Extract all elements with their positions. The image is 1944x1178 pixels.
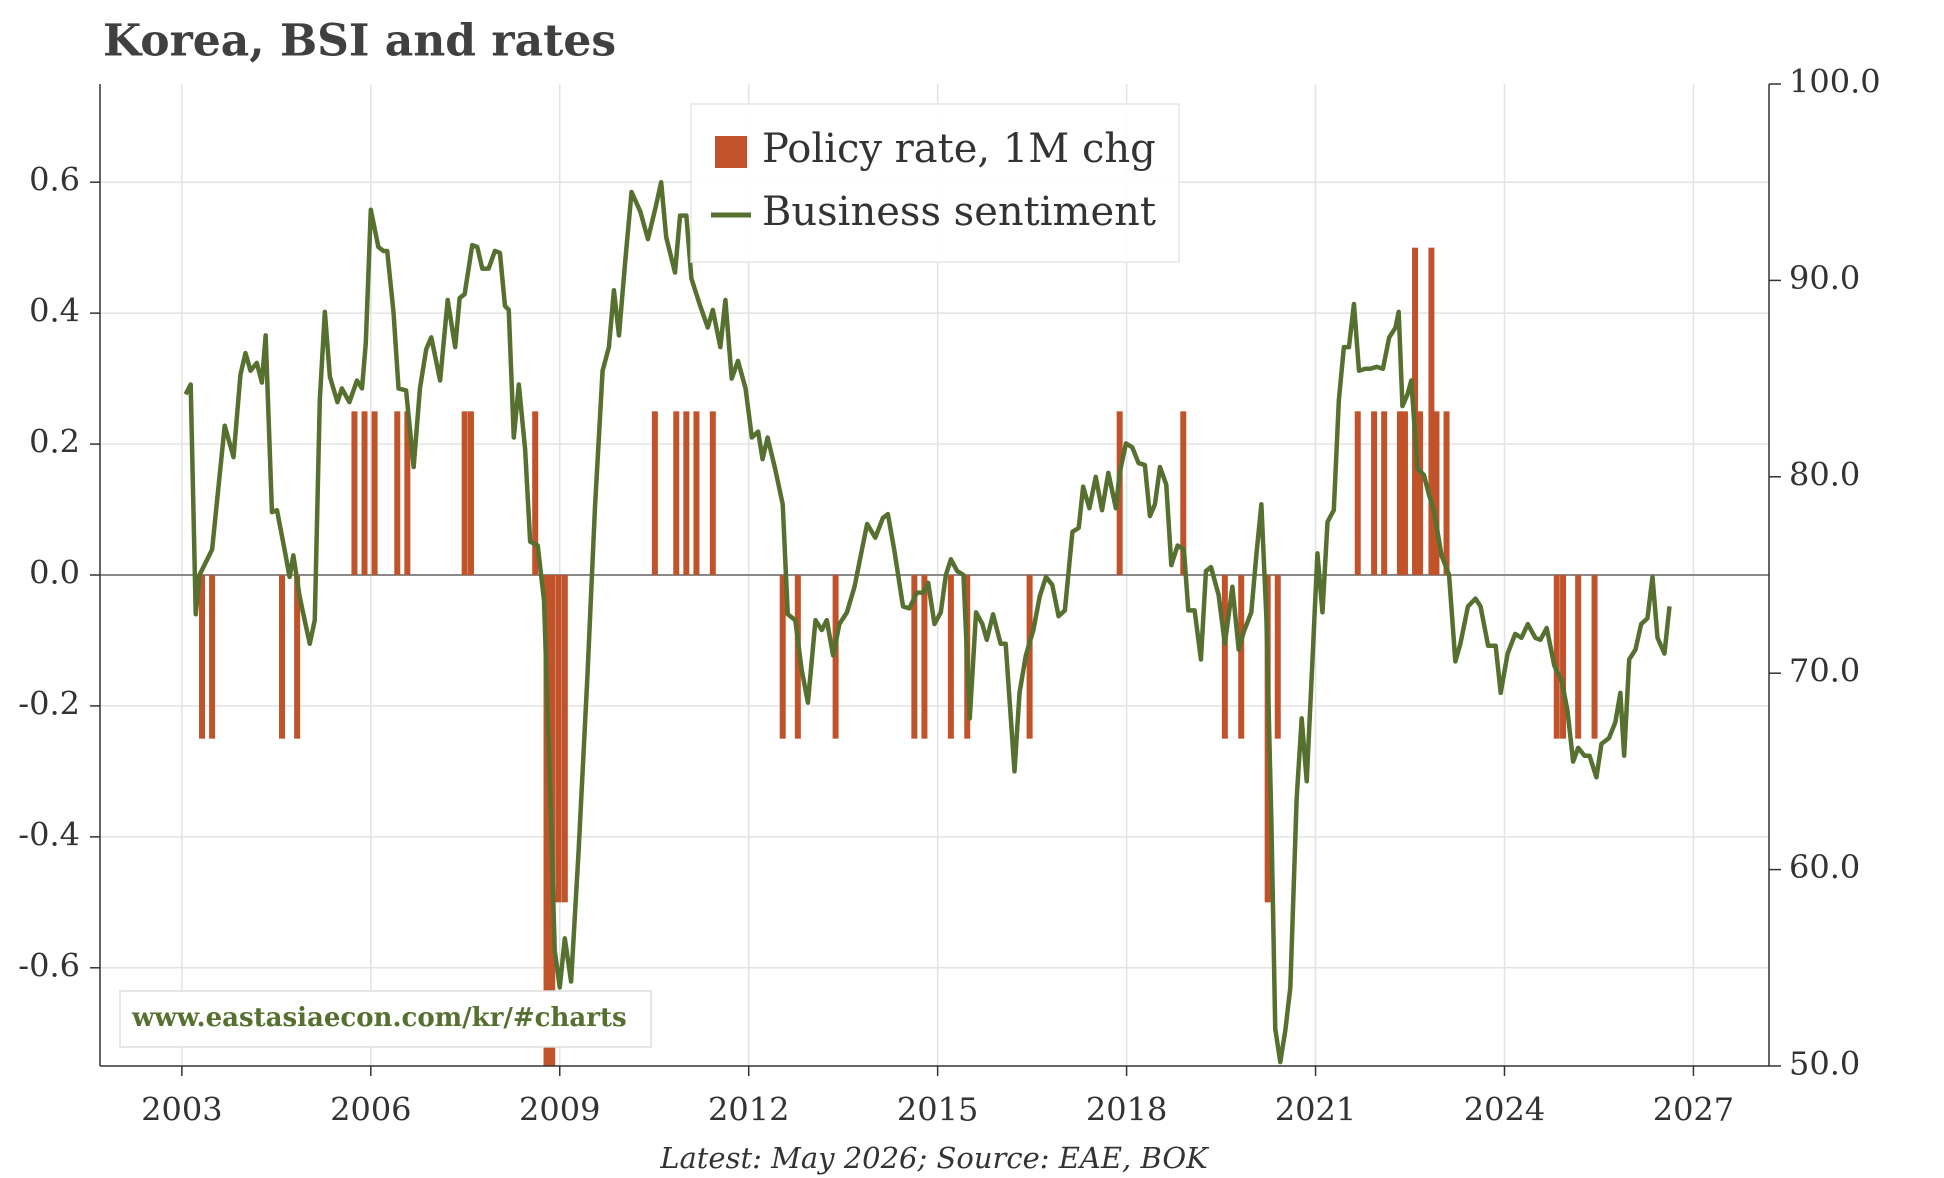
bar bbox=[651, 411, 658, 575]
bar bbox=[673, 411, 680, 575]
bar bbox=[1180, 411, 1187, 575]
bar bbox=[1591, 575, 1598, 739]
bar bbox=[361, 411, 368, 575]
watermark: www.eastasiaecon.com/kr/#charts bbox=[131, 1003, 627, 1033]
bar bbox=[947, 575, 954, 739]
bar bbox=[561, 575, 568, 903]
y2-tick-label: 80.0 bbox=[1789, 455, 1860, 493]
bar bbox=[832, 575, 839, 739]
bar bbox=[911, 575, 918, 739]
bar bbox=[279, 575, 286, 739]
x-tick-label: 2012 bbox=[708, 1091, 789, 1129]
bar bbox=[683, 411, 690, 575]
bar bbox=[543, 575, 550, 1066]
watermark-box: www.eastasiaecon.com/kr/#charts bbox=[119, 990, 652, 1048]
bar bbox=[1238, 575, 1245, 739]
bar bbox=[1371, 411, 1378, 575]
legend-label: Policy rate, 1M chg bbox=[762, 126, 1156, 172]
y-tick-label: 0.4 bbox=[29, 292, 80, 330]
bar bbox=[1428, 247, 1435, 575]
y2-tick-label: 60.0 bbox=[1789, 848, 1860, 886]
marks bbox=[183, 179, 1672, 1066]
bar bbox=[1575, 575, 1582, 739]
y2-tick-label: 90.0 bbox=[1789, 259, 1860, 297]
x-tick-label: 2027 bbox=[1653, 1091, 1734, 1129]
x-tick-label: 2021 bbox=[1275, 1091, 1356, 1129]
x-tick-label: 2018 bbox=[1086, 1091, 1167, 1129]
axes: 2003 2006 2009 2012 2015 2018 2021 2024 2027 -0.6… bbox=[18, 63, 1880, 1129]
legend: Policy rate, 1M chg Business sentiment bbox=[690, 103, 1180, 263]
y-tick-label: -0.6 bbox=[18, 946, 80, 984]
bar bbox=[467, 411, 474, 575]
bar bbox=[1433, 411, 1440, 575]
legend-label: Business sentiment bbox=[762, 189, 1156, 235]
grid bbox=[100, 84, 1769, 1066]
y-tick-label: -0.2 bbox=[18, 684, 80, 722]
bar bbox=[1274, 575, 1281, 739]
bar bbox=[404, 411, 411, 575]
bar bbox=[1354, 411, 1361, 575]
bar bbox=[1443, 411, 1450, 575]
source-note: Latest: May 2026; Source: EAE, BOK bbox=[659, 1141, 1210, 1175]
legend-swatch bbox=[715, 136, 747, 168]
bar bbox=[1221, 575, 1228, 739]
bar bbox=[1401, 411, 1408, 575]
bar bbox=[351, 411, 358, 575]
x-tick-label: 2009 bbox=[519, 1091, 600, 1129]
legend-box bbox=[690, 103, 1180, 263]
y-tick-label: 0.2 bbox=[29, 423, 80, 461]
bar bbox=[709, 411, 716, 575]
chart-title: Korea, BSI and rates bbox=[103, 16, 616, 67]
bar bbox=[921, 575, 928, 739]
bar bbox=[371, 411, 378, 575]
line bbox=[183, 179, 1672, 1065]
y2-tick-label: 50.0 bbox=[1789, 1045, 1860, 1083]
bar bbox=[779, 575, 786, 739]
bar bbox=[1381, 411, 1388, 575]
y2-tick-label: 70.0 bbox=[1789, 652, 1860, 690]
bar bbox=[693, 411, 700, 575]
y2-tick-label: 100.0 bbox=[1789, 63, 1881, 101]
bar bbox=[1560, 575, 1567, 739]
x-tick-label: 2006 bbox=[330, 1091, 411, 1129]
bar bbox=[394, 411, 401, 575]
bar bbox=[532, 411, 539, 575]
x-tick-label: 2015 bbox=[897, 1091, 978, 1129]
y-tick-label: 0.0 bbox=[29, 554, 80, 592]
bar bbox=[555, 575, 562, 903]
bar bbox=[1026, 575, 1033, 739]
y-tick-label: -0.4 bbox=[18, 815, 80, 853]
bar bbox=[461, 411, 468, 575]
x-tick-label: 2003 bbox=[141, 1091, 222, 1129]
bar bbox=[1417, 411, 1424, 575]
bar bbox=[199, 575, 206, 739]
bar bbox=[294, 575, 301, 739]
y-tick-label: 0.6 bbox=[29, 161, 80, 199]
bar bbox=[209, 575, 216, 739]
bar bbox=[1396, 411, 1403, 575]
x-tick-label: 2024 bbox=[1464, 1091, 1545, 1129]
bar bbox=[1553, 575, 1560, 739]
watermark-frame bbox=[119, 990, 652, 1048]
